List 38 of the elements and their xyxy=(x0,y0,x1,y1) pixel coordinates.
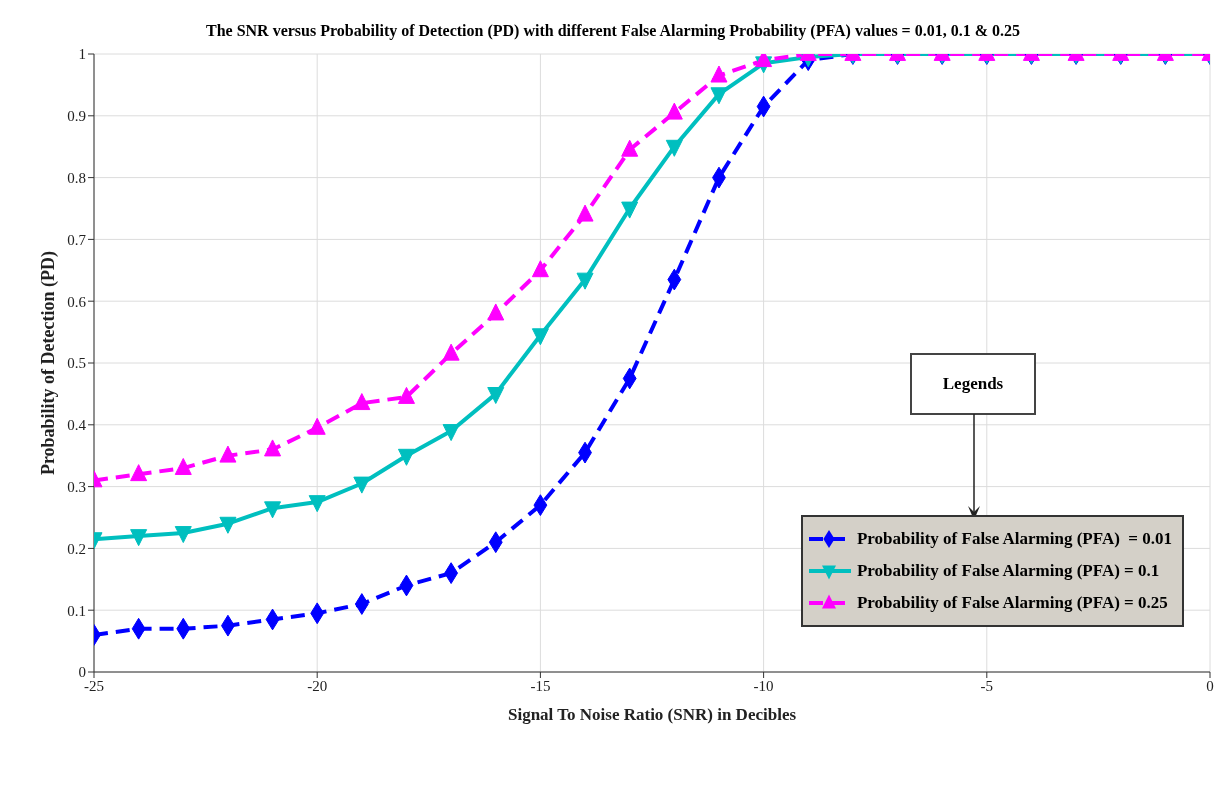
chart-title: The SNR versus Probability of Detection (PD) with different False Alarming Probability (PFA) values = 0.01, 0.1 & 0.25 xyxy=(204,22,1022,40)
y-tick-label: 0.4 xyxy=(67,417,87,434)
point xyxy=(130,529,148,547)
callout-box: Legends xyxy=(910,353,1036,415)
point xyxy=(308,495,326,513)
point xyxy=(576,272,594,290)
x-tick-label: -5 xyxy=(980,677,994,694)
y-tick-label: 0.8 xyxy=(67,169,86,186)
x-tick-label: 0 xyxy=(1206,677,1214,694)
x-tick-label: -10 xyxy=(753,677,774,694)
y-tick-label: 0.5 xyxy=(67,355,86,372)
x-tick-label: -25 xyxy=(84,677,104,694)
legend-label: Probability of False Alarming (PFA) = 0.1 xyxy=(856,560,1160,581)
y-axis-title: Probability of Detection (PD) xyxy=(38,250,60,476)
point xyxy=(219,516,237,534)
y-tick-label: 0.7 xyxy=(67,231,87,248)
point xyxy=(353,476,371,494)
point xyxy=(442,424,460,442)
legend-label: Probability of False Alarming (PFA) = 0.01 xyxy=(856,528,1172,549)
point xyxy=(174,526,192,544)
point xyxy=(264,501,282,519)
y-tick-label: 0.1 xyxy=(67,602,86,619)
x-axis-title: Signal To Noise Ratio (SNR) in Decibles xyxy=(507,705,797,724)
point xyxy=(487,387,505,404)
point xyxy=(710,87,728,105)
y-tick-label: 1 xyxy=(78,46,86,63)
legend-label: Probability of False Alarming (PFA) = 0.25 xyxy=(856,592,1168,613)
y-tick-label: 0.2 xyxy=(67,540,86,557)
x-tick-label: -15 xyxy=(530,677,551,694)
y-tick-label: 0.6 xyxy=(67,293,87,310)
point xyxy=(397,448,415,466)
point xyxy=(531,328,549,346)
y-tick-label: 0.3 xyxy=(67,478,86,495)
y-tick-label: 0 xyxy=(78,664,86,681)
point xyxy=(665,139,683,157)
y-tick-label: 0.9 xyxy=(67,108,86,125)
point xyxy=(621,201,639,219)
x-tick-label: -20 xyxy=(307,677,328,694)
